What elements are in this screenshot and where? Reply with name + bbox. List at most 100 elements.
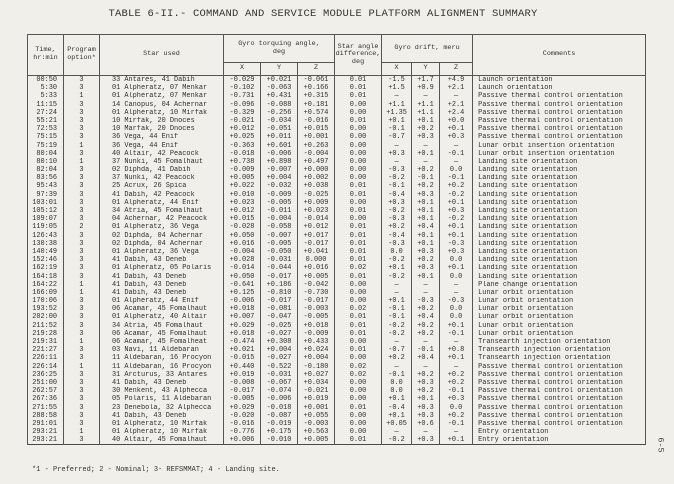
cell-star-angle-diff: 0.00: [334, 280, 383, 289]
cell-torq-z: -0.009: [296, 329, 336, 338]
cell-torq-y: -0.088: [260, 100, 298, 109]
cell-torq-x: -0.363: [223, 141, 261, 150]
cell-drift-x: -0.2: [381, 329, 413, 338]
table-row: 251:00 3 41 Dabih, 43 Deneb -0.008 -0.067 +0.…: [27, 378, 647, 388]
cell-torq-x: +0.021: [223, 346, 261, 355]
table-row: 211:52 3 34 Atria, 45 Fomalhaut +0.029 -0.02…: [27, 321, 647, 330]
cell-time: 219:28: [27, 329, 64, 338]
cell-program-option: 3: [63, 75, 100, 85]
cell-torq-x: +0.738: [223, 157, 261, 167]
cell-time: 83:56: [27, 174, 64, 183]
cell-star-angle-diff: 0.00: [334, 198, 383, 207]
cell-drift-y: +0.1: [411, 116, 441, 126]
cell-comments: Landing site orientation: [472, 264, 647, 273]
cell-star-used: 11 Aldebaran, 16 Procyon: [99, 362, 224, 371]
cell-torq-y: +0.021: [260, 75, 298, 85]
cell-star-angle-diff: 0.00: [334, 411, 383, 420]
cell-torq-y: -0.005: [260, 198, 298, 207]
cell-star-angle-diff: 0.01: [334, 84, 383, 93]
col-header-torq-z: Z: [296, 62, 336, 76]
cell-star-used: 41 Dabih, 43 Deneb: [99, 411, 224, 420]
cell-time: 162:19: [27, 264, 64, 273]
cell-star-used: 06 Acamar, 45 Fomalheat: [99, 338, 224, 347]
cell-program-option: 1: [63, 362, 100, 371]
cell-torq-x: +0.440: [223, 362, 261, 371]
cell-star-angle-diff: 0.00: [334, 297, 383, 306]
cell-torq-x: -0.018: [223, 149, 261, 158]
table-row: 130:38 3 02 Diphda, 04 Achernar +0.016 -0.00…: [27, 239, 647, 248]
cell-drift-x: +0.05: [381, 419, 413, 429]
cell-torq-x: +0.018: [223, 305, 261, 314]
cell-torq-y: -0.031: [260, 256, 298, 265]
cell-comments: Landing site orientation: [472, 157, 647, 167]
cell-comments: Passive thermal control orientation: [472, 133, 647, 142]
cell-drift-x: —: [381, 92, 413, 101]
cell-torq-z: +0.024: [296, 346, 336, 355]
cell-star-angle-diff: 0.01: [334, 231, 383, 240]
cell-star-used: 41 Dabih, 43 Deneb: [99, 280, 224, 289]
cell-comments: Landing site orientation: [472, 198, 647, 207]
cell-program-option: 1: [63, 428, 100, 437]
cell-star-used: 10 Marfak, 20 Dnoces: [99, 125, 224, 134]
page-number: 6-5: [655, 437, 666, 453]
cell-program-option: 3: [63, 305, 100, 314]
cell-torq-z: +0.009: [296, 198, 336, 207]
table-row: 109:07 3 04 Achernar, 42 Peacock +0.015 -0.0…: [27, 215, 647, 224]
cell-torq-x: -0.004: [223, 247, 261, 257]
cell-torq-x: -0.008: [223, 378, 261, 388]
cell-star-used: 41 Dabih, 43 Deneb: [99, 288, 224, 298]
cell-torq-x: +0.005: [223, 174, 261, 183]
cell-drift-x: -0.1: [381, 370, 413, 379]
table-row: 75:15 3 36 Vega, 44 Enif +0.025 +0.011 +0.001…: [27, 133, 647, 142]
cell-torq-x: +0.023: [223, 198, 261, 207]
cell-drift-z: +2.1: [439, 100, 474, 109]
cell-torq-y: -0.010: [260, 436, 298, 445]
cell-comments: Launch orientation: [472, 75, 647, 85]
cell-torq-z: +0.497: [296, 157, 336, 167]
cell-comments: Lunar orbit insertion orientation: [472, 141, 647, 150]
col-header-star-used: Star used: [99, 34, 224, 76]
cell-star-used: 01 Alpheratz, 44 Enif: [99, 198, 224, 207]
cell-torq-y: +0.601: [260, 141, 298, 150]
cell-star-used: 05 Polaris, 11 Aldebaran: [99, 395, 224, 404]
cell-program-option: 3: [63, 329, 100, 338]
cell-comments: Passive thermal control orientation: [472, 92, 647, 101]
table-row: 164:22 1 41 Dabih, 43 Deneb -0.641 +0.186 -0.…: [27, 280, 647, 289]
cell-drift-x: +0.1: [381, 264, 413, 273]
cell-star-used: 31 Arcturus, 33 Antares: [99, 370, 224, 379]
cell-comments: Passive thermal control orientation: [472, 411, 647, 420]
cell-drift-y: —: [411, 280, 441, 289]
cell-star-angle-diff: 0.01: [334, 436, 383, 445]
cell-torq-z: -0.017: [296, 297, 336, 306]
cell-torq-y: -0.006: [260, 395, 298, 404]
cell-torq-y: -0.025: [260, 321, 298, 330]
cell-torq-x: -0.474: [223, 338, 261, 347]
cell-drift-x: +0.1: [381, 395, 413, 404]
cell-comments: Landing site orientation: [472, 239, 647, 248]
cell-torq-x: -0.102: [223, 84, 261, 93]
cell-star-used: 03 Navi, 11 Aldebaran: [99, 346, 224, 355]
cell-star-used: 01 Alpheratz, 10 Mirfak: [99, 428, 224, 437]
cell-torq-y: -0.027: [260, 329, 298, 338]
cell-program-option: 1: [63, 338, 100, 347]
cell-program-option: 3: [63, 419, 100, 429]
cell-torq-z: +0.019: [296, 395, 336, 404]
cell-torq-x: -0.020: [223, 411, 261, 420]
cell-drift-z: +4.9: [439, 75, 474, 85]
cell-comments: Landing site orientation: [472, 223, 647, 232]
cell-drift-z: —: [439, 141, 474, 150]
cell-drift-x: -0.1: [381, 125, 413, 134]
cell-star-used: 10 Mirfak, 20 Dnoces: [99, 116, 224, 126]
cell-torq-z: +0.034: [296, 378, 336, 388]
cell-drift-y: +0.6: [411, 419, 441, 429]
cell-star-used: 01 Alpheratz, 36 Vega: [99, 247, 224, 257]
cell-torq-z: -0.021: [296, 387, 336, 396]
cell-star-angle-diff: 0.01: [334, 190, 383, 199]
cell-program-option: 3: [63, 198, 100, 207]
cell-program-option: 3: [63, 436, 100, 445]
cell-torq-x: -0.329: [223, 108, 261, 117]
cell-torq-y: -0.032: [260, 182, 298, 191]
table-row: 162:19 3 01 Alpheratz, 05 Polaris -0.014 -0.…: [27, 264, 647, 273]
cell-drift-x: +0.1: [381, 116, 413, 126]
cell-star-used: 23 Denebola, 32 Alphecca: [99, 403, 224, 412]
